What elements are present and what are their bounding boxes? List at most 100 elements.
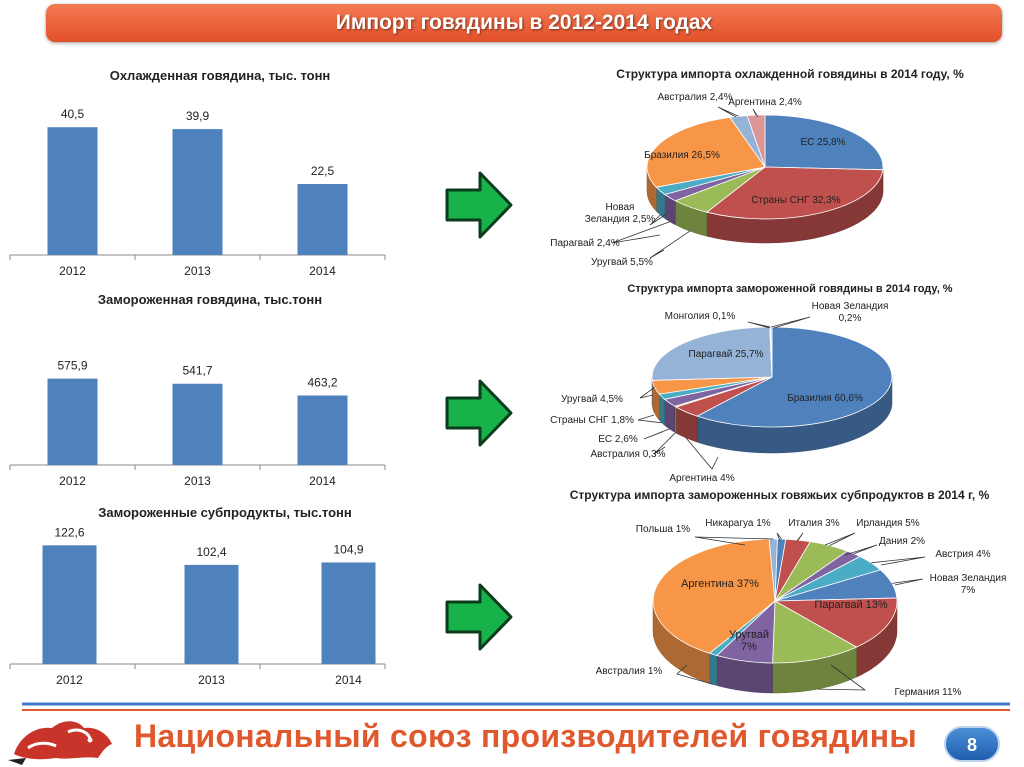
leader-line <box>611 221 670 244</box>
pie-chart-offal-structure: Никарагуа 1% Италия 3% Ирландия 5% Дания 2%… <box>596 518 1007 698</box>
pie-chart-chilled-structure: ЕС 25,8% Страны СНГ 32,3% Уругвай 5,5% Пара… <box>550 92 884 268</box>
pie-slice-label: Италия 3% <box>788 518 839 529</box>
data-label: 40,5 <box>61 107 85 121</box>
pie-slice-label: Бразилия 60,6% <box>787 393 863 404</box>
leader-line <box>649 230 691 259</box>
pie-slice-label: Зеландия 2,5% <box>585 214 656 225</box>
pie-chart-frozen-structure: Бразилия 60,6% Аргентина 4% Австралия 0,3%… <box>550 301 893 484</box>
footer-divider <box>22 702 1010 711</box>
arrow-right-icon <box>445 583 513 651</box>
data-label: 39,9 <box>186 109 210 123</box>
pie-slice-label: 7% <box>741 641 757 653</box>
pie-chart-3-title: Структура импорта замороженных говяжьих … <box>569 488 990 502</box>
pie-slice-label: Уругвай 5,5% <box>591 257 653 268</box>
bar-chart-offal: 122,6 2012 102,4 2013 104,9 2014 <box>9 525 386 687</box>
pie-slice <box>696 326 893 428</box>
leader-line <box>643 428 670 440</box>
category-label: 2012 <box>59 474 86 488</box>
bar <box>297 184 348 255</box>
bar <box>297 395 348 465</box>
pie-slice-label: Парагвай 13% <box>814 599 888 611</box>
page-number-badge: 8 <box>944 726 1000 762</box>
pie-slice <box>651 326 773 381</box>
bar <box>172 129 223 255</box>
pie-slice-label: ЕС 2,6% <box>598 434 638 445</box>
pie-slice-label: Аргентина 2,4% <box>728 97 802 108</box>
pie-slice-label: Австралия 1% <box>596 666 663 677</box>
pie-slice-label: Аргентина 4% <box>669 473 734 484</box>
pie-slice-label: Страны СНГ 32,3% <box>751 195 841 206</box>
pie-slice <box>705 166 884 220</box>
pie-slice-label: Уругвай 4,5% <box>561 394 623 405</box>
bar <box>42 545 97 664</box>
leader-line <box>871 556 926 566</box>
pie-slice-label: Уругвай <box>729 629 769 641</box>
bar <box>172 383 223 465</box>
leader-line <box>752 108 759 118</box>
data-label: 463,2 <box>307 376 337 390</box>
pie-slice-label: Австралия 2,4% <box>658 92 733 103</box>
pie-slice-label: Новая Зеландия <box>812 301 889 312</box>
category-label: 2014 <box>309 264 336 278</box>
leader-line <box>817 664 867 691</box>
leader-line <box>844 544 878 556</box>
pie-slice-label: Новая <box>606 202 635 213</box>
pie-chart-2-title: Структура импорта замороженной говядины … <box>627 283 953 295</box>
leader-line <box>717 106 739 118</box>
pie-slice-label: 7% <box>961 585 976 596</box>
data-label: 22,5 <box>311 164 335 178</box>
pie-slice-label: Никарагуа 1% <box>705 518 771 529</box>
bar-chart-chilled: 40,5 2012 39,9 2013 22,5 2014 <box>9 107 386 278</box>
leader-line <box>776 532 782 542</box>
bar <box>184 564 239 664</box>
pie-slice-label: Австрия 4% <box>935 549 990 560</box>
page-title: Импорт говядины в 2012-2014 годах <box>46 4 1002 42</box>
leader-line <box>649 214 666 226</box>
leader-line <box>771 316 811 329</box>
pie-chart-1-title: Структура импорта охлажденной говядины в… <box>616 67 964 81</box>
pie-slice-label: Ирландия 5% <box>856 518 920 529</box>
pie-slice <box>746 114 766 168</box>
category-label: 2012 <box>59 264 86 278</box>
arrow-right-icon <box>445 171 513 239</box>
pie-slice <box>764 114 884 171</box>
pie-slice-label: Новая Зеландия <box>930 573 1007 584</box>
bar-chart-3-title: Замороженные субпродукты, тыс.тонн <box>98 505 352 520</box>
leader-line <box>796 532 804 542</box>
bar-chart-1-title: Охлажденная говядина, тыс. тонн <box>109 68 331 83</box>
leader-line <box>891 578 924 586</box>
data-label: 575,9 <box>57 359 87 373</box>
bar <box>47 378 98 465</box>
leader-line <box>637 414 662 424</box>
pie-slice <box>652 538 776 654</box>
leader-line <box>639 386 655 399</box>
pie-slice-label: Германия 11% <box>895 687 962 698</box>
leader-line <box>694 536 774 546</box>
leader-line <box>653 432 676 455</box>
pie-slice-label: Парагвай 25,7% <box>689 349 764 360</box>
organization-name: Национальный союз производителей говядин… <box>134 718 918 754</box>
arrow-right-icon <box>445 379 513 447</box>
pie-slice-label: Парагвай 2,4% <box>550 238 620 249</box>
category-label: 2013 <box>184 474 211 488</box>
bar <box>321 562 376 664</box>
pie-slice <box>773 597 898 648</box>
category-label: 2012 <box>56 673 83 687</box>
data-label: 122,6 <box>54 525 84 539</box>
data-label: 541,7 <box>182 364 212 378</box>
pie-slice-label: Бразилия 26,5% <box>644 150 720 161</box>
pie-slice <box>646 116 766 188</box>
category-label: 2013 <box>184 264 211 278</box>
bar <box>47 127 98 255</box>
pie-slice-label: Аргентина 37% <box>681 578 759 590</box>
pie-slice-label: ЕС 25,8% <box>800 137 845 148</box>
pie-slice-side <box>709 652 717 686</box>
leader-line <box>824 532 856 546</box>
category-label: 2014 <box>335 673 362 687</box>
pie-slice-label: Дания 2% <box>879 536 925 547</box>
pie-slice-label: 0,2% <box>839 313 862 324</box>
leader-line <box>676 664 714 685</box>
data-label: 104,9 <box>333 542 363 556</box>
data-label: 102,4 <box>196 545 226 559</box>
bar-chart-frozen: 575,9 2012 541,7 2013 463,2 2014 <box>9 359 386 488</box>
